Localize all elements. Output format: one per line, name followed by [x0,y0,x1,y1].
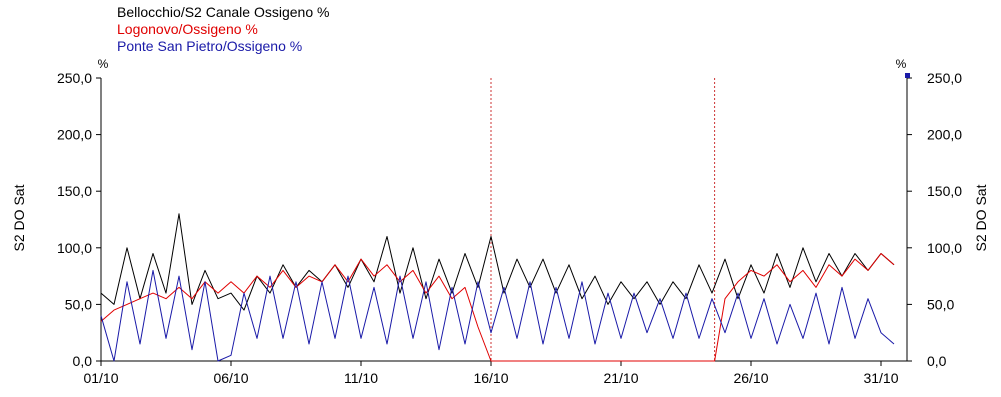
y-tick-label-left: 250,0 [57,70,92,86]
legend-item-logonovo: Logonovo/Ossigeno % [117,21,258,37]
event-markers [490,78,716,361]
y-unit-right: % [896,57,907,71]
y-tick-label-left: 150,0 [57,183,92,199]
y-tick-label-right: 150,0 [927,183,962,199]
x-tick-label: 06/10 [213,370,248,386]
x-tick-label: 31/10 [863,370,898,386]
y-tick-label-left: 50,0 [65,296,92,312]
x-tick-label: 11/10 [344,370,378,386]
y-tick-label-right: 0,0 [927,353,947,369]
y-tick-label-right: 250,0 [927,70,962,86]
legend: Bellocchio/S2 Canale Ossigeno % Logonovo… [117,4,329,55]
x-tick-label: 16/10 [473,370,508,386]
legend-item-ponte-san-pietro: Ponte San Pietro/Ossigeno % [117,38,303,54]
right-axis-top-marker [905,73,910,78]
x-tick-label: 01/10 [83,370,118,386]
legend-item-bellocchio: Bellocchio/S2 Canale Ossigeno % [117,4,330,20]
y-tick-label-left: 100,0 [57,240,92,256]
y-tick-label-right: 100,0 [927,240,962,256]
x-tick-label: 21/10 [603,370,638,386]
series-line-2 [100,269,895,362]
axis-labels: % % S2 DO Sat S2 DO Sat [11,57,989,251]
y-axis-label-left: S2 DO Sat [11,184,27,251]
series-line-1 [100,253,895,362]
y-tick-label-right: 200,0 [927,127,962,143]
y-tick-label-left: 0,0 [73,353,93,369]
y-tick-label-left: 200,0 [57,127,92,143]
axes: 0,0 0,0 50,0 50,0 100,0 100,0 150,0 150,0 200,0 2… [57,70,962,386]
series-lines [100,213,895,362]
series-line-0 [100,213,895,311]
x-tick-label: 26/10 [733,370,768,386]
y-axis-label-right: S2 DO Sat [973,184,989,251]
y-tick-label-right: 50,0 [927,296,954,312]
y-unit-left: % [98,57,109,71]
